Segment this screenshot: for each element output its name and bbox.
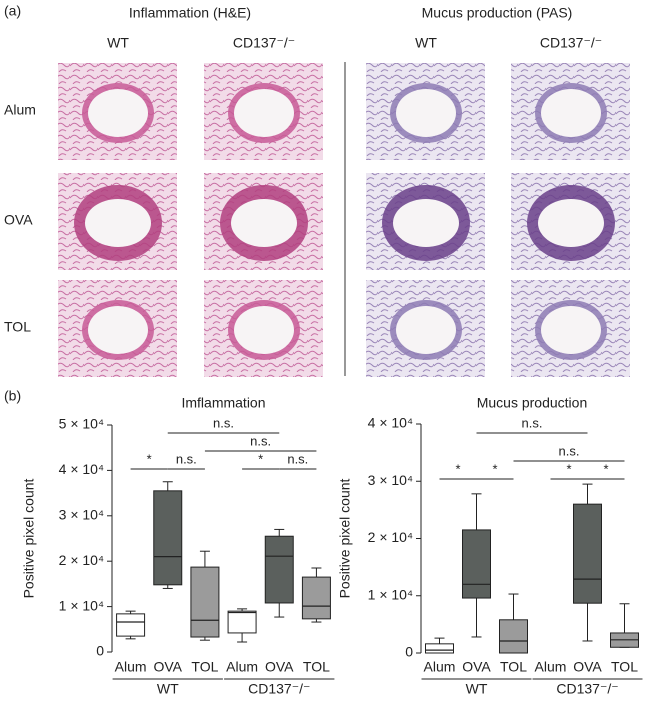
x-tick-label: TOL	[303, 659, 330, 675]
significance-label: n.s.	[213, 415, 234, 430]
x-tick-label: Alum	[226, 659, 258, 675]
box	[153, 490, 183, 586]
x-tick-label: Alum	[535, 659, 567, 675]
y-tick-label: 5 × 10⁴	[59, 416, 104, 432]
airway-lumen	[234, 306, 294, 354]
x-tick-label: TOL	[611, 659, 638, 675]
header: Mucus production (PAS)	[422, 5, 573, 21]
airway-lumen	[85, 199, 151, 247]
y-tick-label: 2 × 10⁴	[368, 529, 413, 545]
airway-lumen	[231, 199, 297, 247]
chart-title: Imflammation	[181, 395, 265, 411]
box	[227, 610, 257, 634]
airway-lumen	[538, 199, 604, 247]
significance-label: *	[566, 461, 571, 476]
box	[499, 619, 528, 654]
airway-lumen	[234, 89, 294, 137]
airway-lumen	[396, 306, 456, 354]
y-axis-label: Positive pixel count	[21, 478, 37, 598]
airway-lumen	[396, 89, 456, 137]
x-tick-label: TOL	[500, 659, 527, 675]
significance-label: *	[147, 451, 152, 466]
group-label: WT	[466, 681, 488, 697]
y-tick-label: 0	[96, 643, 104, 659]
airway-lumen	[88, 89, 148, 137]
significance-label: *	[603, 461, 608, 476]
significance-label: n.s.	[559, 443, 580, 458]
header: Inflammation (H&E)	[129, 5, 251, 21]
y-tick-label: 2 × 10⁴	[59, 552, 104, 568]
y-tick-label: 1 × 10⁴	[59, 597, 104, 613]
y-axis-label: Positive pixel count	[337, 478, 353, 598]
box	[425, 643, 454, 654]
y-tick-label: 4 × 10⁴	[368, 415, 413, 431]
column-label: CD137⁻/⁻	[233, 35, 295, 51]
group-label: CD137⁻/⁻	[248, 681, 310, 697]
significance-label: n.s.	[522, 415, 543, 430]
y-tick-label: 3 × 10⁴	[368, 472, 413, 488]
airway-lumen	[541, 89, 601, 137]
histology-images	[58, 63, 630, 377]
x-tick-label: OVA	[265, 659, 294, 675]
y-tick-label: 0	[405, 644, 413, 660]
x-tick-label: Alum	[424, 659, 456, 675]
chart-title: Mucus production	[477, 395, 588, 411]
panel-label: (b)	[4, 388, 21, 404]
column-label: CD137⁻/⁻	[540, 35, 602, 51]
x-tick-label: Alum	[115, 659, 147, 675]
significance-label: n.s.	[176, 451, 197, 466]
y-tick-label: 3 × 10⁴	[59, 507, 104, 523]
x-tick-label: OVA	[573, 659, 602, 675]
row-label: OVA	[4, 212, 33, 228]
x-tick-label: OVA	[462, 659, 491, 675]
significance-label: n.s.	[250, 433, 271, 448]
x-tick-label: OVA	[153, 659, 182, 675]
column-label: WT	[107, 35, 129, 51]
significance-label: *	[455, 461, 460, 476]
airway-lumen	[541, 306, 601, 354]
row-label: TOL	[4, 319, 31, 335]
column-label: WT	[415, 35, 437, 51]
row-label: Alum	[4, 102, 36, 118]
y-tick-label: 4 × 10⁴	[59, 461, 104, 477]
airway-lumen	[88, 306, 148, 354]
box	[301, 576, 331, 620]
airway-lumen	[393, 199, 459, 247]
box	[462, 529, 491, 599]
y-tick-label: 1 × 10⁴	[368, 586, 413, 602]
panel-label: (a)	[4, 3, 21, 19]
group-label: CD137⁻/⁻	[556, 681, 618, 697]
box	[264, 535, 294, 604]
box	[190, 566, 220, 638]
x-tick-label: TOL	[191, 659, 218, 675]
significance-label: n.s.	[287, 451, 308, 466]
box	[573, 503, 602, 604]
group-label: WT	[157, 681, 179, 697]
box	[116, 613, 146, 637]
significance-label: *	[492, 461, 497, 476]
significance-label: *	[258, 451, 263, 466]
